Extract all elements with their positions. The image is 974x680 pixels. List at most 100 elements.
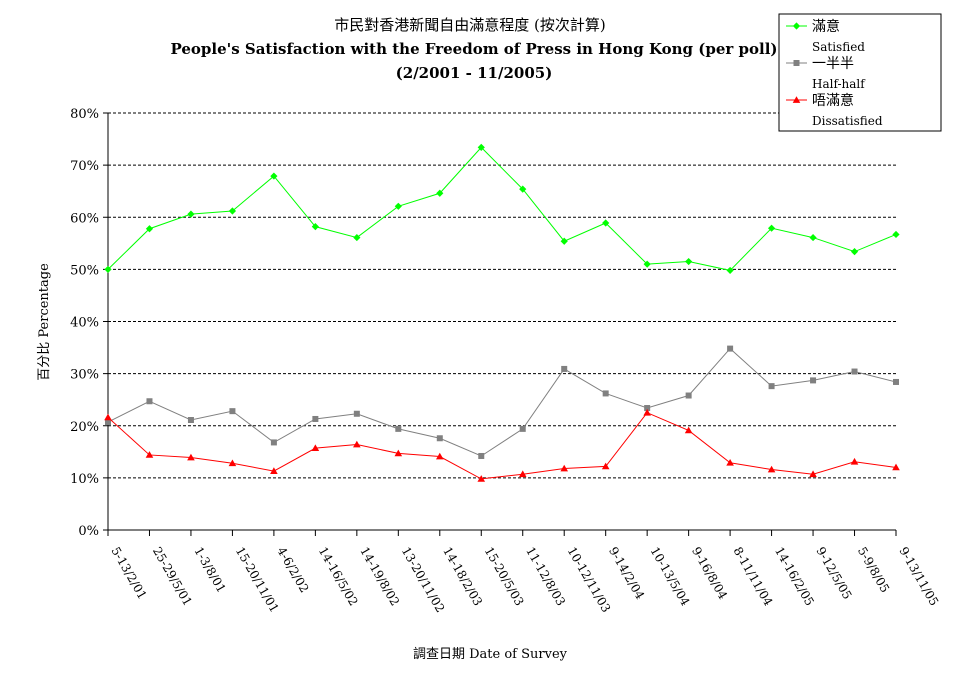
chart-subtitle: People's Satisfaction with the Freedom o… — [170, 40, 777, 58]
data-point — [104, 413, 112, 421]
data-point — [229, 408, 236, 415]
legend-marker — [792, 96, 801, 103]
series-line-0 — [107, 146, 897, 271]
x-tick-label: 14-16/5/02 — [316, 545, 361, 609]
legend-label-en: Satisfied — [812, 40, 865, 54]
y-tick-label: 30% — [70, 368, 99, 383]
x-tick-label: 11-12/8/03 — [523, 545, 568, 609]
series-line-1 — [107, 347, 897, 457]
data-point — [228, 207, 237, 215]
data-point — [311, 223, 319, 231]
y-tick-label: 20% — [70, 420, 99, 435]
data-point — [892, 463, 900, 471]
data-point — [518, 470, 527, 478]
data-point — [395, 425, 402, 432]
data-point — [684, 426, 693, 434]
data-point — [187, 453, 195, 461]
data-point — [519, 185, 527, 193]
series-group — [104, 143, 900, 482]
y-tick-label: 70% — [70, 159, 99, 174]
data-point — [519, 425, 526, 432]
y-tick-label: 60% — [70, 211, 99, 226]
data-point — [768, 383, 775, 390]
data-point — [353, 410, 360, 417]
x-tick-label: 10-12/11/03 — [565, 545, 614, 615]
legend-box — [778, 13, 942, 132]
chart-subtitle-period: (2/2001 - 11/2005) — [396, 64, 553, 82]
x-tick-label: 10-13/5/04 — [648, 545, 693, 609]
data-point — [810, 377, 817, 384]
data-point — [726, 266, 734, 275]
data-point — [270, 439, 277, 446]
data-point — [850, 457, 859, 465]
x-tick-label: 9-16/8/04 — [689, 545, 730, 603]
data-point — [311, 444, 320, 452]
x-tick-label: 5-13/2/01 — [108, 545, 149, 602]
data-point — [228, 459, 237, 467]
x-tick-label: 14-19/8/02 — [357, 545, 402, 609]
axes — [103, 112, 897, 536]
y-tick-label: 0% — [78, 524, 99, 539]
x-tick-label: 25-29/5/01 — [150, 545, 195, 609]
y-axis-label: 百分比 Percentage — [37, 263, 52, 381]
x-tick-label: 9-12/5/05 — [813, 545, 854, 602]
x-tick-label: 15-20/11/01 — [233, 545, 282, 615]
data-point — [353, 440, 361, 448]
data-point — [601, 462, 610, 470]
y-tick-label: 10% — [70, 472, 99, 487]
data-point — [436, 435, 443, 442]
legend-label-zh: 一半半 — [812, 56, 854, 72]
data-point — [851, 368, 858, 375]
data-point — [809, 233, 817, 242]
y-tick-labels: 0% 10% 20% 30% 40% 50% 60% 70% 80% — [70, 107, 99, 539]
data-point — [105, 419, 111, 426]
y-tick-label: 50% — [70, 263, 99, 278]
data-point — [561, 365, 568, 372]
data-point — [809, 470, 817, 478]
legend-marker — [793, 60, 800, 66]
x-tick-label: 4-6/2/02 — [274, 545, 311, 596]
data-point — [685, 392, 692, 399]
data-point — [726, 458, 734, 466]
data-point — [478, 452, 485, 459]
data-point — [270, 172, 278, 180]
x-tick-label: 9-14/2/04 — [606, 545, 647, 603]
chart-title: 市民對香港新聞自由滿意程度 (按次計算) — [334, 16, 605, 34]
x-tick-label: 9-13/11/05 — [896, 545, 941, 609]
y-tick-label: 40% — [70, 316, 99, 331]
data-point — [644, 405, 651, 412]
legend-label-en: Dissatisfied — [812, 114, 883, 128]
x-tick-label: 14-18/2/03 — [440, 545, 485, 609]
gridlines — [108, 112, 896, 479]
data-point — [394, 202, 402, 210]
x-tick-label: 13-20/11/02 — [399, 545, 448, 615]
data-point — [187, 210, 195, 218]
y-tick-label: 80% — [70, 107, 99, 122]
legend-label-en: Half-half — [812, 77, 866, 91]
data-point — [270, 467, 278, 474]
x-tick-label: 14-16/2/05 — [772, 545, 817, 609]
data-point — [767, 465, 776, 473]
data-point — [353, 233, 361, 242]
data-point — [145, 225, 154, 233]
data-point — [892, 230, 900, 239]
data-point — [893, 378, 899, 385]
data-point — [477, 475, 486, 482]
data-point — [312, 415, 319, 422]
data-point — [602, 390, 609, 397]
x-axis-label: 調查日期 Date of Survey — [413, 647, 568, 662]
x-tick-label: 8-11/11/04 — [731, 545, 776, 609]
data-point — [850, 248, 859, 256]
x-tick-label: 1-3/8/01 — [191, 545, 228, 596]
data-point — [560, 237, 568, 245]
data-point — [767, 224, 776, 232]
data-point — [435, 452, 444, 460]
data-point — [477, 143, 485, 152]
data-point — [187, 417, 194, 424]
data-point — [560, 464, 569, 472]
data-point — [104, 265, 112, 273]
x-tick-label: 5-9/8/05 — [855, 545, 892, 596]
data-point — [643, 260, 651, 268]
